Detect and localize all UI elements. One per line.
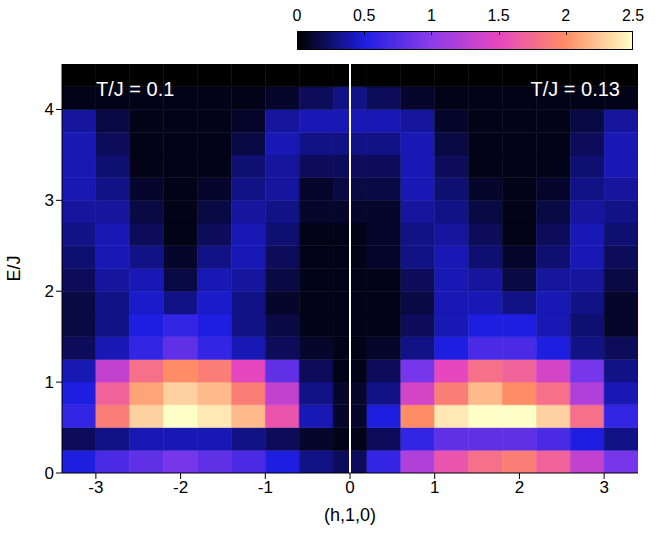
html-text:2.5: 2.5 bbox=[621, 7, 645, 24]
html-text:1: 1 bbox=[426, 7, 436, 24]
svg-text:4: 4 bbox=[45, 100, 54, 119]
svg-text:0: 0 bbox=[345, 478, 354, 497]
svg-text:2: 2 bbox=[515, 478, 524, 497]
svg-text:2: 2 bbox=[45, 282, 54, 301]
html-text:0.5: 0.5 bbox=[353, 7, 376, 24]
svg-text:3: 3 bbox=[45, 191, 54, 210]
svg-text:-1: -1 bbox=[258, 478, 273, 497]
html-text:T/J = 0.13: T/J = 0.13 bbox=[530, 78, 620, 100]
svg-text:(h,1,0): (h,1,0) bbox=[324, 505, 376, 525]
html-text:0: 0 bbox=[292, 7, 302, 24]
svg-text:E/J: E/J bbox=[4, 255, 24, 281]
svg-text:1: 1 bbox=[45, 373, 54, 392]
svg-text:0: 0 bbox=[45, 464, 54, 483]
svg-text:1: 1 bbox=[430, 478, 439, 497]
svg-text:-3: -3 bbox=[88, 478, 103, 497]
svg-text:-2: -2 bbox=[173, 478, 188, 497]
svg-text:3: 3 bbox=[599, 478, 608, 497]
html-text:2: 2 bbox=[561, 7, 571, 24]
html-text:T/J = 0.1: T/J = 0.1 bbox=[96, 78, 175, 100]
html-text:1.5: 1.5 bbox=[487, 7, 510, 24]
